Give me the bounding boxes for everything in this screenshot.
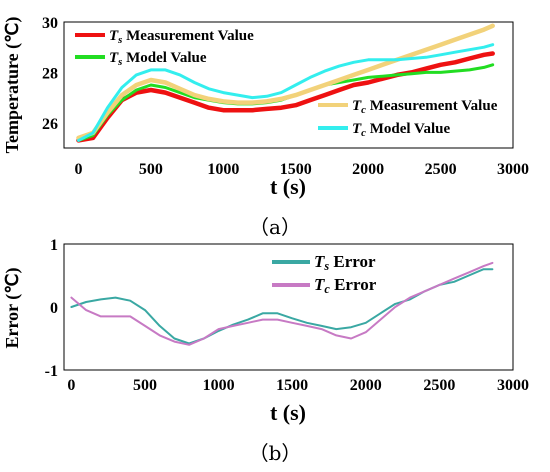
y-tick-label: 0 bbox=[50, 300, 58, 317]
panel-a-plot-series bbox=[76, 23, 495, 143]
series-line-ts-error bbox=[70, 268, 494, 345]
legend-item-ts-measurement-value: Ts Measurement Value bbox=[75, 28, 254, 46]
y-tick-label: 30 bbox=[42, 15, 58, 32]
legend-label: Ts Error bbox=[314, 252, 376, 273]
panel-a-y-axis-label: Temperature (℃) bbox=[2, 17, 23, 154]
panel-a-tick-labels: 0 500 1000 1500 2000 2500 3000 26 28 30 bbox=[42, 15, 529, 178]
x-tick-label: 1000 bbox=[203, 377, 235, 394]
x-tick-label: 0 bbox=[74, 161, 82, 178]
legend-label: Ts Model Value bbox=[109, 50, 207, 68]
panel-a-legend-left: Ts Measurement Value Ts Model Value bbox=[75, 28, 254, 68]
legend-label: Tc Measurement Value bbox=[352, 98, 498, 116]
x-tick-label: 2000 bbox=[352, 161, 384, 178]
legend-label: Tc Model Value bbox=[352, 121, 450, 139]
y-tick-label: 1 bbox=[50, 237, 58, 254]
panel-b-plot-frame bbox=[63, 243, 514, 371]
x-tick-label: 2000 bbox=[350, 377, 382, 394]
x-tick-label: 3000 bbox=[497, 377, 529, 394]
panel-a-legend-right: Tc Measurement Value Tc Model Value bbox=[318, 98, 498, 139]
x-tick-label: 0 bbox=[67, 377, 75, 394]
x-tick-label: 1500 bbox=[280, 161, 312, 178]
series-line-ts-measurement-value bbox=[76, 51, 495, 143]
panel-a: Ts Measurement Value Ts Model Value Tc Me… bbox=[2, 15, 529, 239]
x-tick-label: 3000 bbox=[497, 161, 529, 178]
legend-item-tc-model-value: Tc Model Value bbox=[318, 121, 450, 139]
x-tick-label: 2500 bbox=[425, 161, 457, 178]
panel-b-x-axis-label: t (s) bbox=[270, 400, 306, 425]
legend-item-tc-measurement-value: Tc Measurement Value bbox=[318, 98, 498, 116]
x-tick-label: 1000 bbox=[207, 161, 239, 178]
y-tick-label: 26 bbox=[42, 116, 58, 133]
panel-b-tick-labels: 0 500 1000 1500 2000 2500 3000 -1 0 1 bbox=[45, 237, 529, 394]
panel-b-y-axis-label: Error (℃) bbox=[2, 267, 23, 348]
legend-item-tc-error: Tc Error bbox=[272, 275, 377, 296]
legend-label: Ts Measurement Value bbox=[109, 28, 254, 46]
legend-label: Tc Error bbox=[314, 275, 377, 296]
x-tick-label: 500 bbox=[133, 377, 157, 394]
legend-item-ts-error: Ts Error bbox=[272, 252, 376, 273]
panel-a-x-axis-label: t (s) bbox=[270, 174, 306, 199]
x-tick-label: 1500 bbox=[276, 377, 308, 394]
x-tick-label: 2500 bbox=[423, 377, 455, 394]
legend-item-ts-model-value: Ts Model Value bbox=[75, 50, 207, 68]
y-tick-label: 28 bbox=[42, 65, 58, 82]
y-tick-label: -1 bbox=[45, 363, 58, 380]
series-line-tc-measurement-value bbox=[76, 23, 495, 141]
series-line-tc-error bbox=[70, 261, 494, 346]
panel-b-caption-label: （b） bbox=[249, 441, 302, 465]
panel-a-plot-frame bbox=[63, 21, 514, 149]
panel-a-caption-label: （a） bbox=[249, 215, 301, 239]
x-tick-label: 500 bbox=[139, 161, 163, 178]
panel-b-plot-series bbox=[70, 261, 494, 346]
series-line-tc-model-value bbox=[77, 43, 495, 142]
